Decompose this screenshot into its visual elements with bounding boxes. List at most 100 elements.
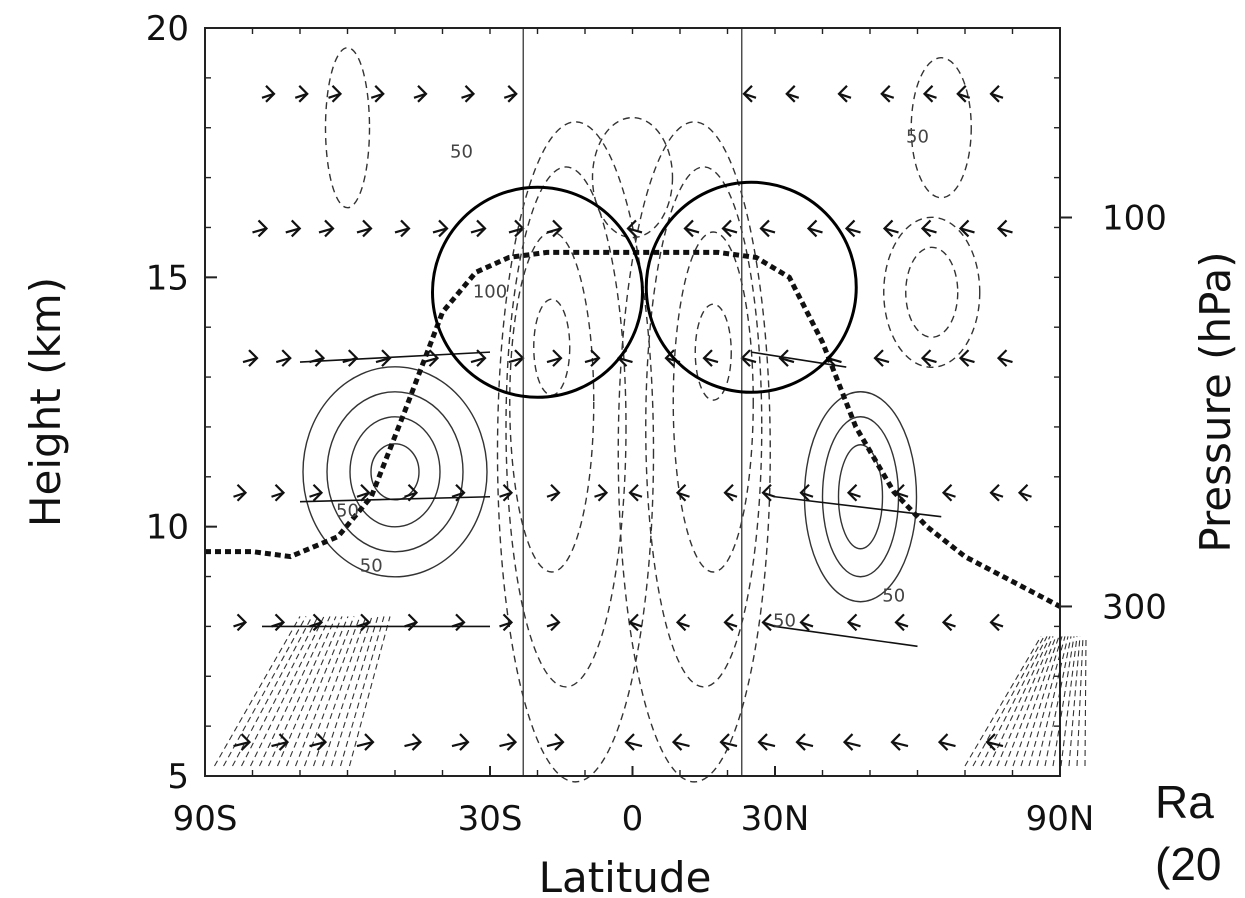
wind-arrow-head (1017, 483, 1029, 502)
dashed-contour-polar (267, 616, 337, 767)
wind-arrow (451, 741, 469, 748)
wind-arrow (758, 741, 776, 748)
wind-arrow (846, 227, 861, 234)
wind-arrow-head (400, 219, 411, 238)
solid-contour-south (302, 366, 488, 578)
dashed-contour-polar (348, 616, 391, 767)
wind-arrow (618, 357, 633, 364)
dashed-contour-polar (312, 616, 367, 767)
wind-arrow (625, 741, 643, 748)
contour-label: 50 (773, 610, 796, 631)
streamline (299, 351, 491, 363)
dashed-contour-polar (1044, 636, 1072, 767)
dashed-contour-polar (1004, 636, 1057, 767)
wind-arrow-head (236, 483, 248, 502)
wind-arrow-head (894, 613, 905, 632)
wind-arrow (470, 357, 486, 364)
wind-arrow-head (290, 219, 302, 238)
dashed-contour-upper (905, 246, 959, 338)
wind-arrow-head (298, 85, 309, 103)
wind-arrow (252, 227, 267, 234)
wind-arrow-head (459, 733, 470, 751)
wind-arrow-head (374, 85, 385, 103)
dashed-contour-upper (883, 216, 981, 368)
wind-arrow (760, 227, 776, 234)
wind-arrow-head (671, 733, 683, 751)
wind-arrow-head (590, 349, 601, 367)
wind-arrow (309, 741, 326, 748)
solid-contour-north (837, 444, 884, 550)
wind-arrow-head (922, 85, 934, 103)
wind-arrow-head (989, 483, 1000, 502)
wind-arrow-head (347, 349, 359, 367)
wind-arrow-head (628, 613, 639, 632)
solid-contour-north (821, 416, 900, 578)
tropopause-line (205, 249, 1062, 609)
wind-arrow-head (873, 349, 884, 367)
wind-arrow (499, 741, 516, 748)
wind-arrow-head (417, 85, 428, 103)
dashed-contour-polar (259, 616, 331, 767)
wind-arrow (884, 227, 899, 234)
wind-arrow-head (941, 483, 953, 502)
wind-arrow (275, 357, 291, 364)
wind-arrow-head (362, 219, 373, 238)
wind-arrow-head (757, 733, 768, 751)
wind-arrow-head (550, 613, 561, 632)
wind-arrow-head (778, 349, 789, 367)
wind-arrow-head (274, 483, 286, 502)
dashed-contour-polar (250, 616, 325, 767)
wind-arrow (684, 227, 700, 234)
wind-arrow-head (920, 349, 932, 367)
dashed-contour-south (509, 231, 595, 573)
axis-ticks: 90S 30S 0 30N 90N 5 10 15 20 100 300 (146, 9, 1167, 839)
contour-label: 100 (473, 281, 507, 302)
wind-arrow-head (552, 349, 563, 367)
wind-arrow-head (265, 85, 276, 103)
contour-label: 50 (450, 142, 473, 163)
dashed-contour-polar (294, 616, 355, 767)
dashed-contour-upper (910, 57, 972, 199)
wind-arrow (356, 741, 374, 748)
wind-arrow-head (675, 613, 687, 632)
dashed-contour-north (645, 166, 763, 688)
wind-arrow (844, 741, 861, 748)
wind-arrow (546, 741, 564, 748)
streamline (751, 351, 847, 368)
wind-arrow (796, 741, 814, 748)
x-axis-label: Latitude (539, 853, 712, 898)
wind-arrow-head (846, 613, 858, 632)
wind-arrow-head (795, 733, 806, 751)
wind-arrow-head (719, 733, 730, 751)
wind-arrow (673, 741, 690, 748)
wind-arrow-head (597, 483, 609, 502)
wind-arrow-head (806, 219, 818, 238)
wind-arrow-head (502, 613, 514, 632)
wind-arrow-head (502, 483, 514, 502)
wind-arrow-head (702, 349, 713, 367)
highlight-circle (431, 185, 644, 399)
wind-arrow-head (236, 613, 248, 632)
wind-arrow-head (920, 219, 932, 238)
wind-arrow (242, 357, 258, 364)
dashed-contour-south (496, 121, 655, 783)
y-tick-label: 20 (146, 9, 189, 49)
wind-arrow-head (989, 85, 1000, 103)
contour-label: 50 (336, 501, 359, 522)
wind-arrow (375, 357, 391, 364)
dashed-contour-north (617, 121, 771, 783)
x-tick-label: 90S (173, 799, 238, 839)
wind-arrow (891, 741, 909, 748)
wind-arrow-head (721, 219, 732, 238)
tropic-lines (522, 28, 743, 776)
wind-arrow-head (278, 733, 290, 751)
wind-arrow-head (507, 85, 518, 103)
dashed-contour-north (672, 231, 754, 573)
wind-arrow-head (628, 483, 639, 502)
wind-arrow-head (761, 613, 772, 632)
dashed-contour-polar (223, 616, 307, 767)
wind-arrow-head (844, 219, 856, 238)
wind-arrow-head (675, 483, 687, 502)
wind-arrow (470, 227, 486, 234)
